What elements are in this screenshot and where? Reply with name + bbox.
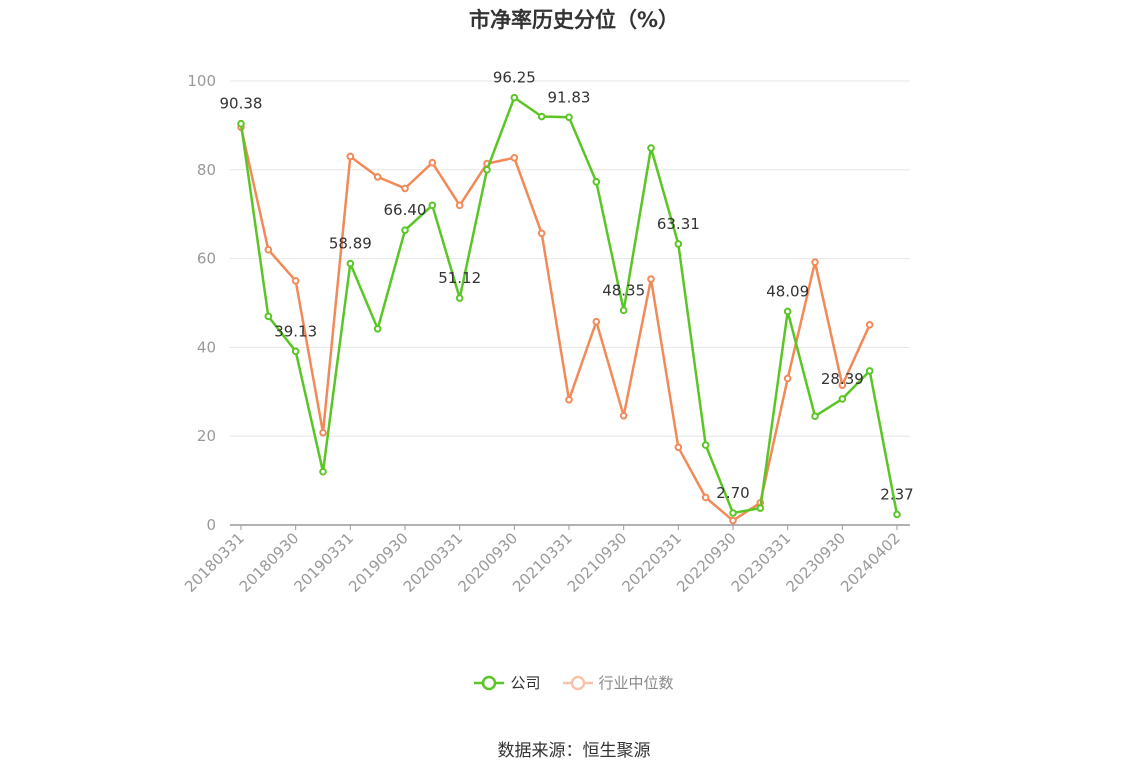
data-label: 63.31 [657, 215, 700, 233]
data-point [264, 312, 273, 321]
data-label: 39.13 [274, 322, 317, 340]
data-point [264, 245, 273, 254]
data-point [319, 467, 327, 476]
data-point [811, 412, 819, 421]
legend-line-icon [474, 675, 505, 690]
data-point [592, 177, 601, 186]
data-point [319, 428, 327, 437]
data-point [783, 374, 792, 383]
y-tick-label: 100 [187, 72, 216, 90]
data-point [565, 395, 573, 404]
data-point [483, 166, 491, 174]
data-label: 28.39 [821, 370, 864, 388]
data-point [893, 510, 901, 519]
data-label: 90.38 [220, 95, 263, 113]
legend-label-company: 公司 [510, 674, 541, 692]
series-line [239, 96, 899, 515]
data-point [783, 307, 792, 316]
data-label: 96.25 [493, 69, 536, 87]
data-point [510, 154, 519, 162]
chart-title: 市净率历史分位（%） [468, 8, 680, 32]
data-point [237, 119, 245, 128]
data-point [592, 317, 601, 326]
data-point [401, 226, 409, 234]
data-point [674, 443, 683, 452]
data-point [756, 504, 765, 512]
data-label: 2.37 [880, 485, 913, 503]
data-point [729, 509, 737, 517]
legend: 公司 行业中位数 [0, 672, 1148, 693]
data-point [373, 324, 382, 333]
data-point [647, 144, 655, 152]
data-point [701, 493, 710, 502]
data-point [346, 152, 355, 161]
label-layer: 90.38 39.13 58.89 66.40 51.12 96.25 91.83 48.35… [220, 69, 914, 504]
series-layer [237, 93, 901, 525]
data-point [537, 112, 546, 121]
y-tick-label: 80 [197, 161, 216, 179]
data-point [565, 113, 573, 122]
y-tick-label: 20 [197, 427, 216, 445]
legend-line-icon [562, 675, 593, 690]
data-point [291, 277, 300, 285]
data-point [537, 229, 546, 238]
data-point [455, 294, 464, 302]
data-point [428, 201, 437, 210]
data-point [674, 240, 683, 248]
data-label: 58.89 [329, 235, 372, 253]
data-point [373, 173, 382, 181]
data-point [838, 395, 847, 403]
y-tick-label: 40 [197, 338, 216, 356]
data-point [619, 306, 628, 315]
data-label: 66.40 [384, 201, 427, 219]
series-line [239, 126, 871, 522]
data-point [838, 381, 847, 389]
data-point [619, 411, 628, 420]
data-point [865, 367, 874, 375]
data-label: 91.83 [548, 88, 591, 106]
data-label: 2.70 [716, 484, 749, 502]
line-chart: 0204060801002018033120180930201903312019… [181, 69, 914, 596]
data-point [811, 258, 819, 266]
data-label: 51.12 [438, 269, 481, 287]
data-point [428, 158, 437, 167]
x-tick-label: 20240402 [837, 529, 904, 596]
data-label: 48.09 [766, 282, 809, 300]
data-point [510, 93, 519, 102]
data-point [729, 516, 737, 525]
data-label: 48.35 [602, 281, 645, 299]
legend-item-company[interactable]: 公司 [474, 672, 541, 693]
data-point [647, 275, 655, 283]
data-point [346, 259, 355, 268]
data-point [701, 441, 710, 449]
grid-layer [230, 80, 910, 437]
data-point [455, 201, 464, 210]
y-tick-label: 0 [206, 516, 216, 534]
legend-item-industry[interactable]: 行业中位数 [562, 672, 674, 693]
y-tick-label: 60 [197, 250, 216, 268]
data-source: 数据来源：恒生聚源 [497, 741, 651, 761]
data-point [865, 320, 874, 329]
legend-label-industry: 行业中位数 [598, 674, 674, 692]
data-point [401, 184, 409, 193]
data-point [291, 347, 300, 356]
